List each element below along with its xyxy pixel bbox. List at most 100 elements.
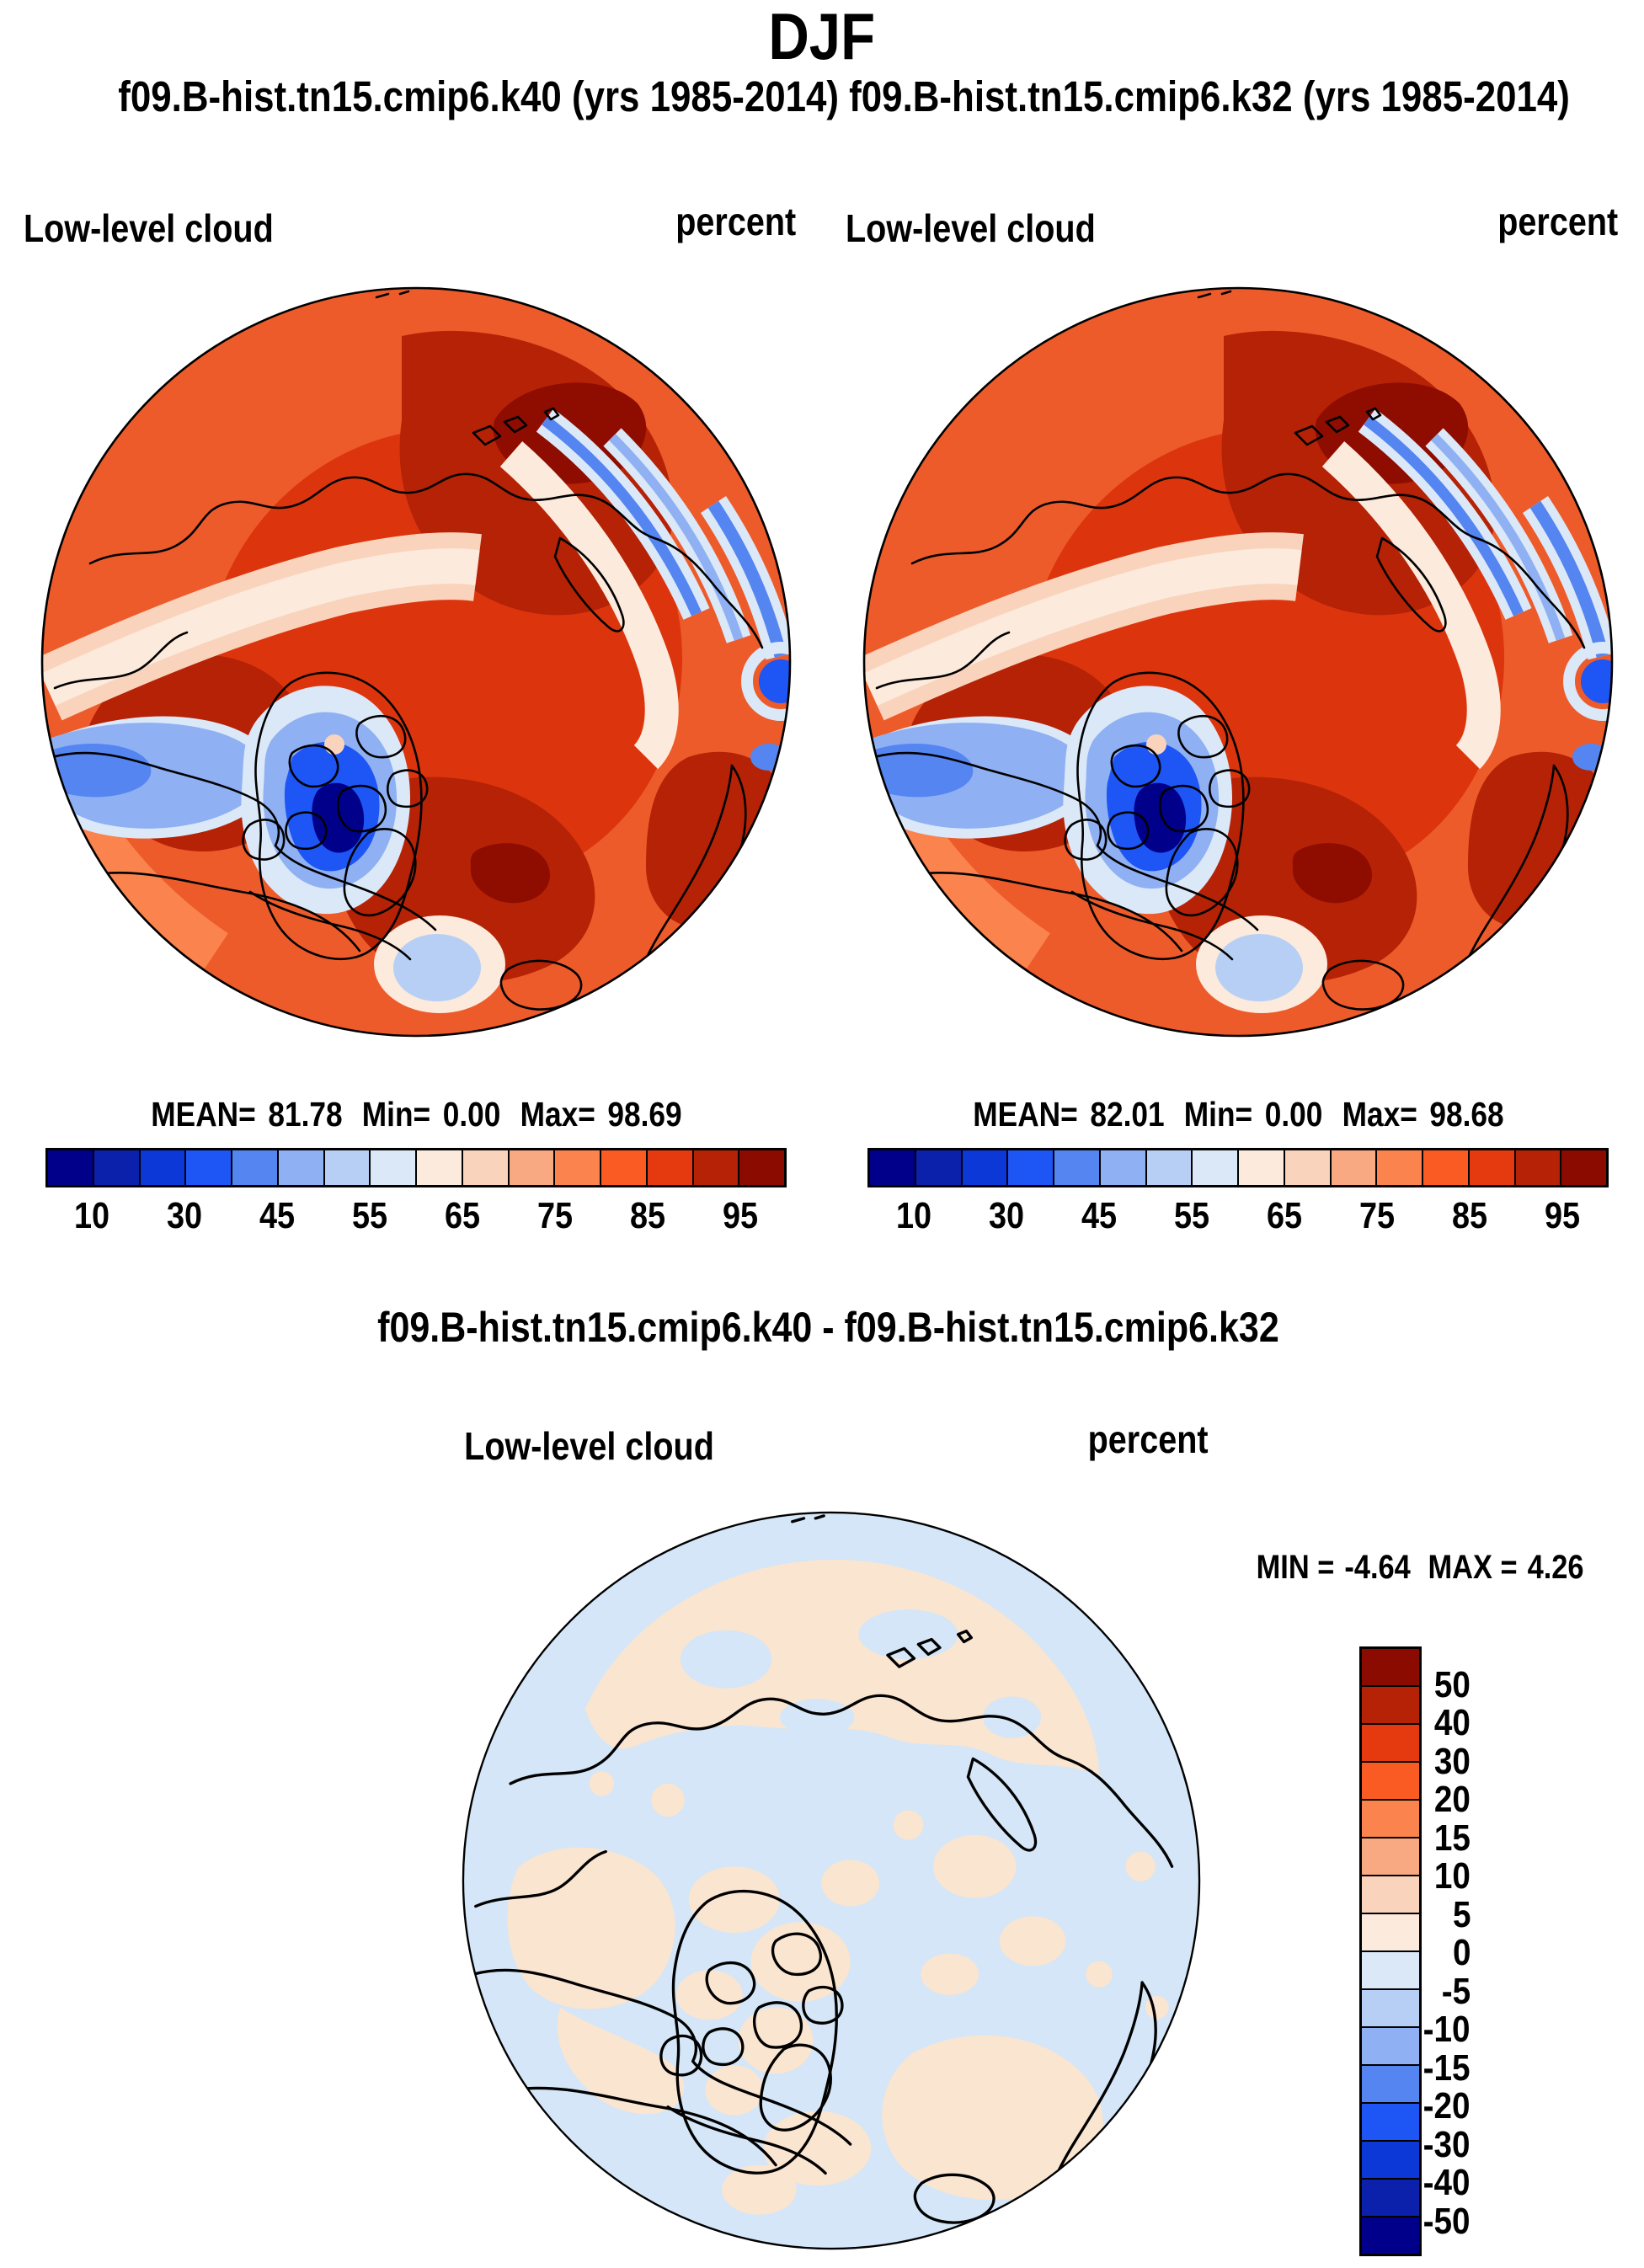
tick-label-wrap: 40 [1376, 1701, 1471, 1745]
right-colorbar-ticks: 10 30 45 55 65 75 85 95 [867, 1194, 1609, 1238]
colorbar-cell [1513, 1150, 1561, 1185]
diff-title: f09.B-hist.tn15.cmip6.k40 - f09.B-hist.t… [376, 1304, 1279, 1351]
tick-label: 5 [1452, 1894, 1471, 1935]
mean-label: MEAN= [972, 1095, 1078, 1134]
tick-label: 30 [1433, 1741, 1471, 1782]
colorbar-cell [553, 1150, 600, 1185]
colorbar-cell [1098, 1150, 1145, 1185]
tick-label: 95 [1544, 1195, 1581, 1236]
colorbar-cell [1145, 1150, 1192, 1185]
tick-label: 55 [351, 1195, 388, 1236]
cases-header: f09.B-hist.tn15.cmip6.k40 (yrs 1985-2014… [0, 72, 1644, 121]
colorbar-cell [1191, 1150, 1237, 1185]
tick-label-wrap: 30 [1376, 1740, 1471, 1784]
tick-label: 15 [1433, 1817, 1471, 1859]
tick-label-wrap: -5 [1376, 1970, 1471, 2014]
tick-label-wrap: -10 [1376, 2008, 1471, 2052]
right-panel-units-wrap: percent [1407, 200, 1618, 243]
diff-minmax-line: MIN = -4.64 MAX = 4.26 [1209, 1548, 1631, 1587]
diff-colorbar [1359, 1646, 1422, 2256]
tick-label: -20 [1423, 2085, 1471, 2127]
left-panel-units-wrap: percent [585, 200, 796, 243]
tick-label: -50 [1423, 2201, 1471, 2242]
page-header: DJF [0, 0, 1644, 72]
tick-label: 75 [1358, 1195, 1396, 1236]
max-label: Max= [1342, 1095, 1417, 1134]
tick-label: 75 [536, 1195, 574, 1236]
colorbar-cell [1560, 1150, 1606, 1185]
diff-title-wrap: f09.B-hist.tn15.cmip6.k40 - f09.B-hist.t… [0, 1304, 1644, 1351]
colorbar-cell [645, 1150, 692, 1185]
colorbar-cell [1362, 2216, 1419, 2254]
tick-label-wrap: 20 [1376, 1778, 1471, 1822]
tick-label: -30 [1423, 2124, 1471, 2165]
colorbar-cell [1053, 1150, 1099, 1185]
max-value: 98.69 [606, 1095, 682, 1134]
tick-label-wrap: -30 [1376, 2123, 1471, 2167]
colorbar-cell [1362, 1685, 1419, 1723]
tick-label: 85 [629, 1195, 666, 1236]
field-label: Low-level cloud [24, 206, 274, 250]
colorbar-cell [1362, 1649, 1419, 1685]
min-value: 0.00 [442, 1095, 500, 1134]
colorbar-cell [138, 1150, 185, 1185]
diff-min-label: MIN = [1256, 1549, 1335, 1586]
tick-label: 65 [1266, 1195, 1303, 1236]
tick-label: 20 [1433, 1779, 1471, 1820]
min-label: Min= [1183, 1095, 1252, 1134]
tick-label: 30 [166, 1195, 203, 1236]
tick-label: 65 [444, 1195, 481, 1236]
min-label: Min= [361, 1095, 430, 1134]
colorbar-cell [231, 1150, 277, 1185]
diff-max-value: 4.26 [1527, 1549, 1584, 1586]
tick-label: 50 [1433, 1664, 1471, 1705]
colorbar-cell [1237, 1150, 1284, 1185]
colorbar-cell [1006, 1150, 1053, 1185]
colorbar-cell [870, 1150, 915, 1185]
tick-label-wrap: 50 [1376, 1663, 1471, 1707]
colorbar-cell [1362, 2178, 1419, 2216]
colorbar-cell [1283, 1150, 1330, 1185]
left-panel-field-label-wrap: Low-level cloud [24, 207, 314, 249]
right-panel-field-label-wrap: Low-level cloud [846, 207, 1136, 249]
diff-min-value: -4.64 [1344, 1549, 1411, 1586]
right-cloud-map [862, 286, 1615, 1038]
mean-label: MEAN= [150, 1095, 256, 1134]
field-label: Low-level cloud [464, 1424, 715, 1468]
max-label: Max= [520, 1095, 595, 1134]
tick-label: -10 [1423, 2009, 1471, 2050]
colorbar-cell [184, 1150, 231, 1185]
colorbar-cell [1422, 1150, 1468, 1185]
tick-label: -40 [1423, 2162, 1471, 2203]
diff-field-label-wrap: Low-level cloud [379, 1425, 800, 1467]
colorbar-cell [1362, 1988, 1419, 2026]
units-label: percent [1087, 1417, 1209, 1461]
left-colorbar-ticks: 10 30 45 55 65 75 85 95 [45, 1194, 787, 1238]
colorbar-cell [691, 1150, 739, 1185]
colorbar-cell [1362, 1913, 1419, 1950]
min-value: 0.00 [1264, 1095, 1322, 1134]
colorbar-cell [1362, 2026, 1419, 2064]
colorbar-cell [1362, 2064, 1419, 2102]
colorbar-cell [1362, 1950, 1419, 1988]
colorbar-cell [92, 1150, 139, 1185]
colorbar-cell [1467, 1150, 1514, 1185]
tick-label: 85 [1451, 1195, 1488, 1236]
diff-map [461, 1510, 1202, 2251]
tick-label: -5 [1441, 1971, 1471, 2012]
colorbar-cell [1362, 1761, 1419, 1799]
tick-label-wrap: 0 [1376, 1931, 1471, 1975]
tick-label: 45 [1081, 1195, 1118, 1236]
tick-label: 10 [1433, 1855, 1471, 1897]
tick-label-wrap: -50 [1376, 2200, 1471, 2244]
colorbar-cell [1362, 1799, 1419, 1837]
colorbar-cell [914, 1150, 961, 1185]
colorbar-cell [1375, 1150, 1422, 1185]
season-title: DJF [768, 0, 876, 73]
colorbar-cell [600, 1150, 646, 1185]
colorbar-cell [1362, 2102, 1419, 2140]
diff-max-label: MAX = [1428, 1549, 1518, 1586]
tick-label-wrap: 10 [1376, 1854, 1471, 1898]
mean-value: 81.78 [267, 1095, 343, 1134]
